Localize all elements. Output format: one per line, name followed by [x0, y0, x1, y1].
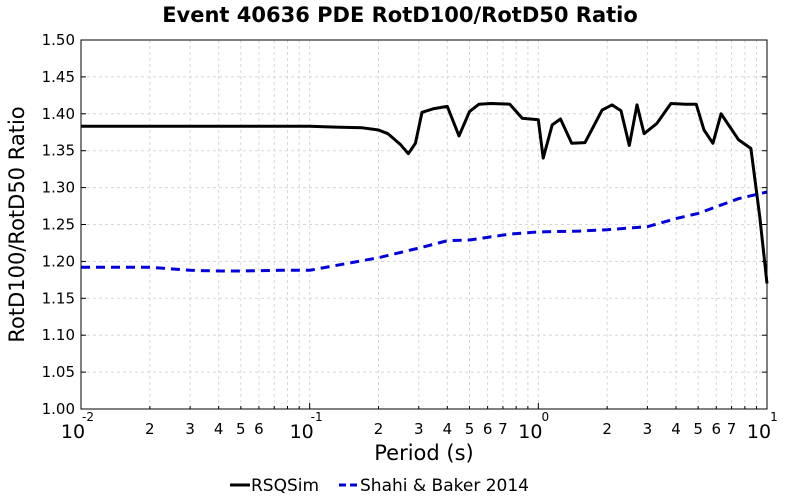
y-tick-label: 1.15 — [42, 289, 75, 307]
x-tick-minor-label: 7 — [727, 420, 737, 438]
x-tick-minor-label: 2 — [602, 420, 612, 438]
x-tick-label-base: 10 — [290, 421, 314, 443]
y-tick-label: 1.25 — [42, 216, 75, 234]
x-tick-minor-label: 4 — [443, 420, 453, 438]
x-tick-minor-label: 2 — [374, 420, 384, 438]
x-tick-minor-label: 6 — [711, 420, 721, 438]
x-tick-label-exponent: -2 — [82, 410, 94, 424]
x-axis-label: Period (s) — [374, 441, 473, 465]
x-tick-minor-label: 3 — [643, 420, 653, 438]
chart-title: Event 40636 PDE RotD100/RotD50 Ratio — [162, 3, 638, 27]
y-tick-label: 1.20 — [42, 252, 75, 270]
legend-label-rsqsim: RSQSim — [251, 476, 319, 496]
x-tick-minor-label: 5 — [236, 420, 246, 438]
legend-label-shahi-baker: Shahi & Baker 2014 — [360, 476, 529, 496]
x-tick-label-base: 10 — [61, 421, 85, 443]
y-axis-ticks: 1.00 1.05 1.10 1.15 1.20 1.25 1.30 1.35 1.40 1.45… — [42, 31, 767, 418]
x-tick-label-exponent: 0 — [542, 410, 550, 424]
x-tick-label-exponent: 1 — [770, 410, 778, 424]
y-axis-label: RotD100/RotD50 Ratio — [5, 106, 29, 342]
y-tick-label: 1.10 — [42, 326, 75, 344]
x-tick-minor-label: 6 — [254, 420, 264, 438]
y-tick-label: 1.40 — [42, 105, 75, 123]
y-tick-label: 1.30 — [42, 179, 75, 197]
y-tick-label: 1.00 — [42, 400, 75, 418]
series-line-rsqsim — [81, 102, 769, 284]
x-tick-minor-label: 2 — [145, 420, 155, 438]
x-tick-minor-label: 4 — [671, 420, 681, 438]
legend: RSQSim Shahi & Baker 2014 — [230, 476, 529, 496]
y-tick-label: 1.05 — [42, 363, 75, 381]
x-tick-label-exponent: -1 — [311, 410, 323, 424]
x-tick-minor-label: 5 — [465, 420, 475, 438]
x-tick-minor-label: 5 — [693, 420, 703, 438]
x-tick-label-base: 10 — [747, 421, 771, 443]
x-tick-minor-label: 3 — [414, 420, 424, 438]
series-line-shahi-baker — [81, 190, 768, 273]
y-tick-label: 1.50 — [42, 31, 75, 49]
y-tick-label: 1.45 — [42, 68, 75, 86]
series-layer — [81, 102, 769, 284]
x-tick-label-base: 10 — [518, 421, 542, 443]
x-tick-minor-label: 4 — [214, 420, 224, 438]
y-tick-label: 1.35 — [42, 142, 75, 160]
x-tick-minor-label: 6 — [483, 420, 493, 438]
grid-layer — [80, 39, 767, 410]
x-tick-minor-label: 3 — [185, 420, 195, 438]
x-tick-minor-label: 7 — [498, 420, 508, 438]
